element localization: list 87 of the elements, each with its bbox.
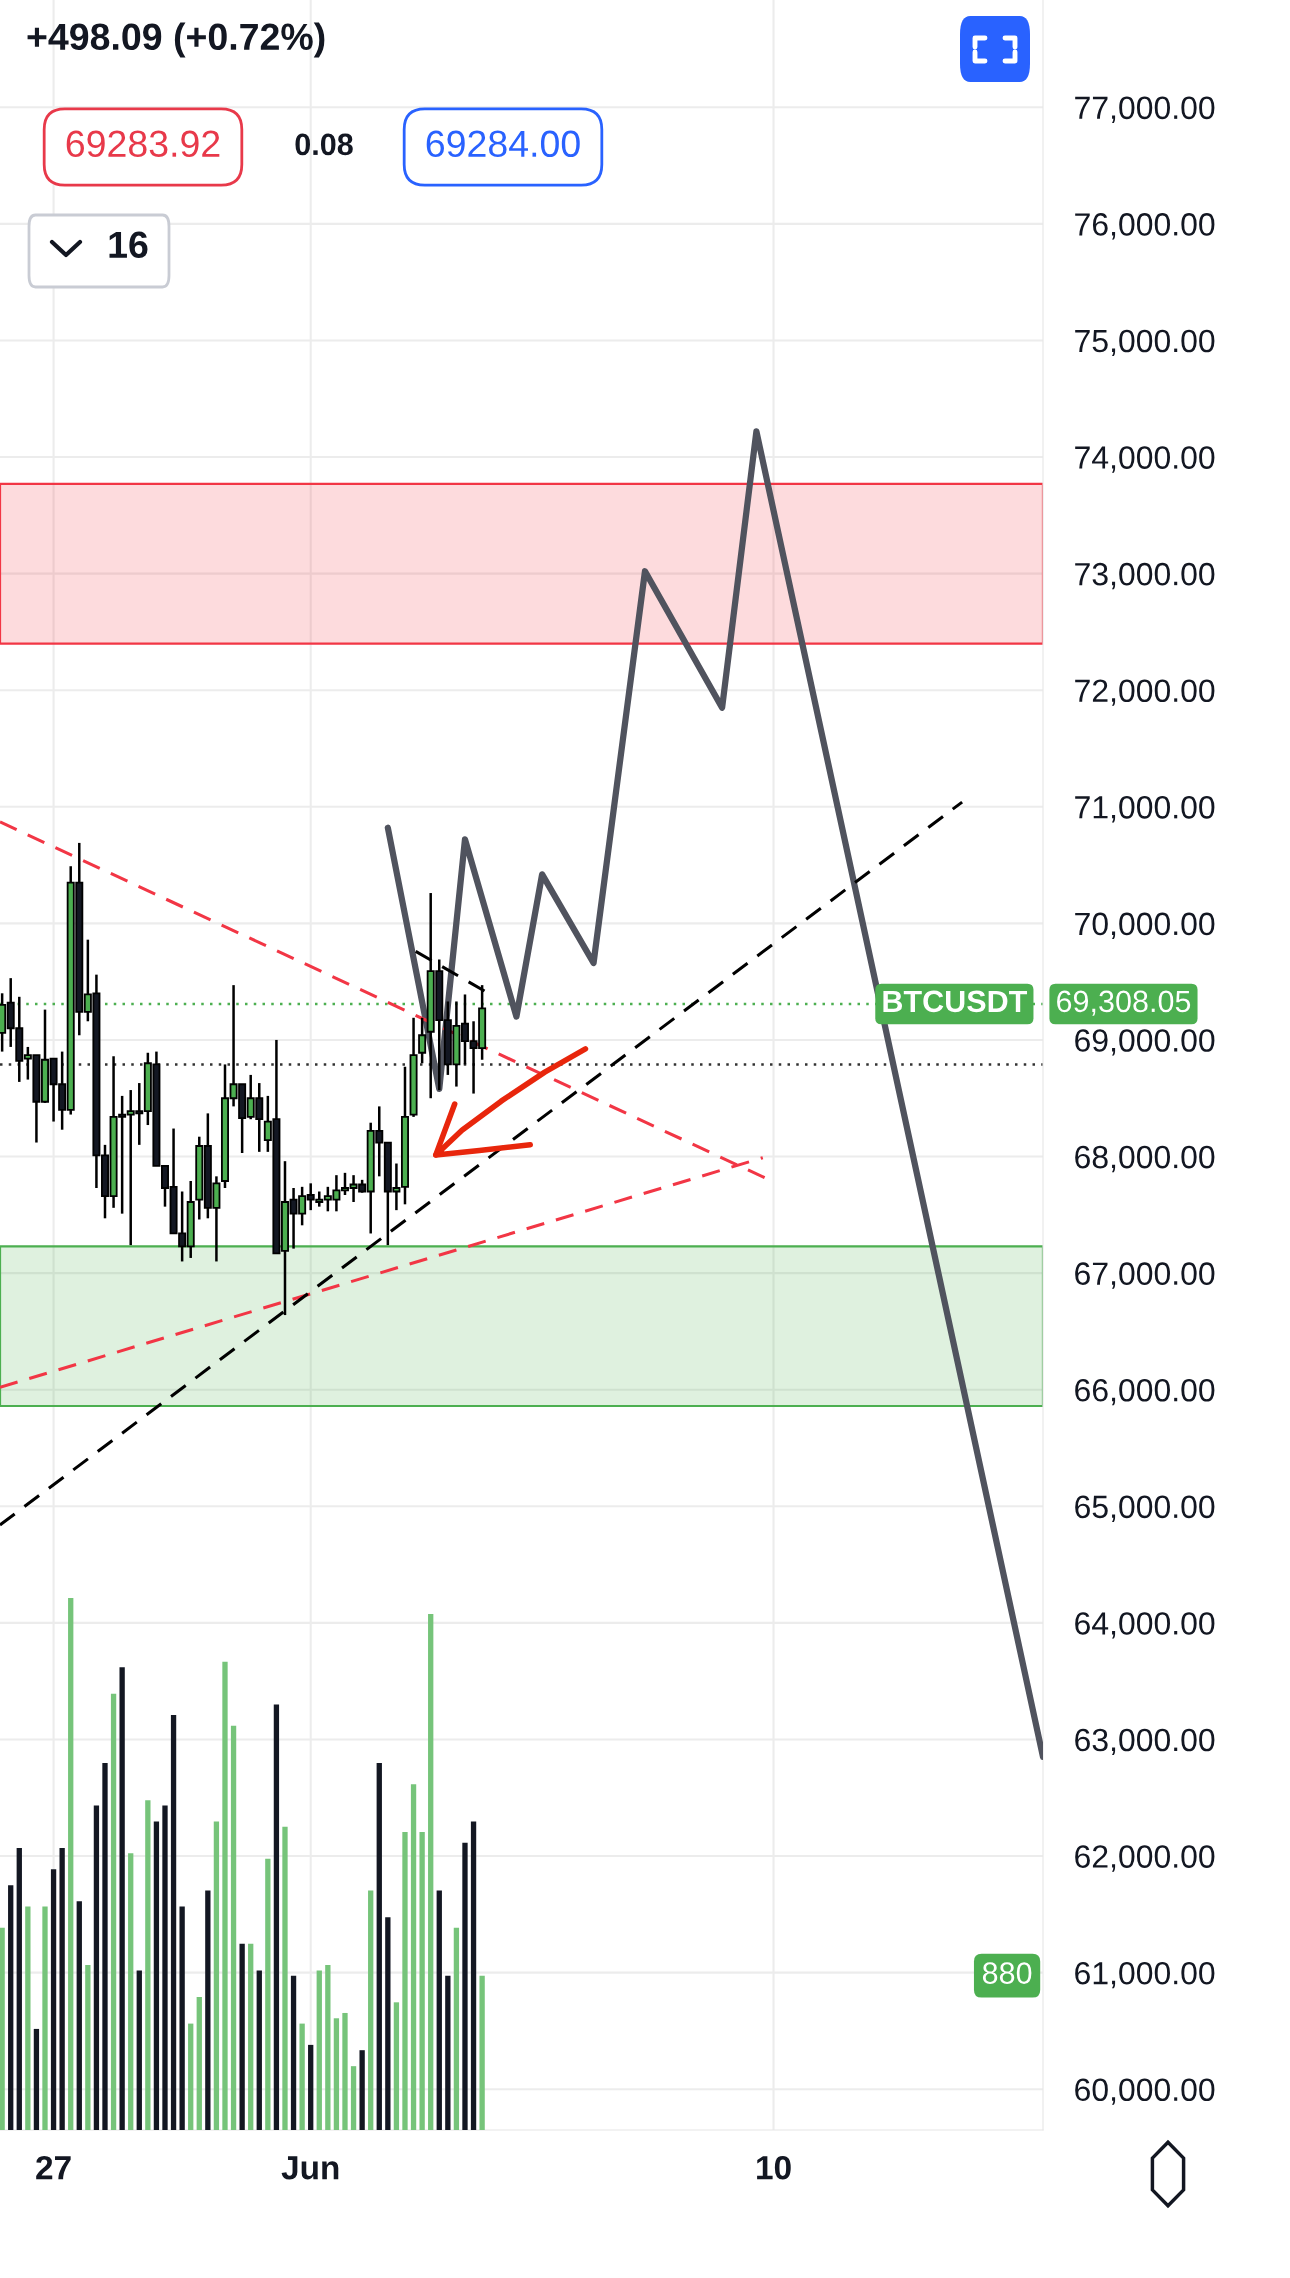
y-tick-label: 61,000.00	[1075, 1961, 1215, 1989]
y-tick-label: 72,000.00	[1075, 679, 1215, 706]
bar	[445, 1975, 451, 2130]
x-tick-label: 27	[36, 2155, 71, 2180]
bar	[162, 1805, 168, 2130]
bar	[402, 1832, 408, 2130]
bar	[325, 1965, 331, 2130]
bar	[93, 1805, 100, 2130]
bar	[419, 1832, 425, 2130]
y-tick-label: 69,000.00	[1075, 1029, 1215, 1056]
bar	[16, 1848, 22, 2130]
y-tick-label: 74,000.00	[1075, 446, 1215, 473]
bar	[316, 1970, 322, 2130]
bar	[42, 1906, 48, 2130]
y-tick-label: 68,000.00	[1075, 1145, 1215, 1173]
bar	[470, 1821, 477, 2130]
text: 69,308.05	[1057, 990, 1191, 1016]
bar	[76, 1901, 82, 2130]
annotation: 69284.00	[426, 130, 580, 158]
bar	[50, 1869, 57, 2130]
ref-line-label: BTCUSDT	[883, 990, 1028, 1013]
bar	[68, 1598, 74, 2130]
y-tick-label: 66,000.00	[1075, 1378, 1215, 1406]
bar	[110, 1693, 117, 2130]
bar	[205, 1890, 211, 2130]
bar	[342, 2012, 348, 2130]
bar	[376, 1762, 382, 2130]
bar	[8, 1885, 14, 2130]
x-tick-label: Jun	[281, 2156, 339, 2180]
bar	[0, 1927, 5, 2130]
y-tick-label: 65,000.00	[1075, 1495, 1215, 1522]
y-tick-label: 67,000.00	[1075, 1262, 1215, 1289]
bar	[436, 1890, 442, 2130]
bar	[179, 1906, 185, 2130]
bar	[308, 2044, 314, 2130]
y-tick-label: 60,000.00	[1075, 2078, 1215, 2105]
bar	[213, 1821, 220, 2130]
annotation: 0.08	[295, 133, 353, 156]
y-tick-label: 73,000.00	[1075, 562, 1215, 590]
bar	[273, 1704, 280, 2130]
annotation: +498.09 (+0.72%)	[27, 22, 325, 58]
bar	[153, 1821, 160, 2130]
bar	[393, 2002, 400, 2130]
bar	[428, 1613, 434, 2130]
bar	[170, 1715, 177, 2130]
bar	[265, 1858, 271, 2130]
bar	[368, 1890, 374, 2130]
bar	[256, 1970, 262, 2130]
bar	[119, 1667, 125, 2130]
bar	[282, 1826, 288, 2130]
candlestick	[418, 1016, 427, 1065]
y-tick-label: 71,000.00	[1075, 796, 1215, 823]
bar	[462, 1842, 468, 2130]
bar	[196, 1997, 202, 2130]
bar	[248, 1943, 254, 2130]
bar	[128, 1853, 134, 2130]
bar	[290, 1975, 297, 2130]
bar	[145, 1800, 151, 2130]
bar	[239, 1943, 245, 2130]
bar	[359, 2050, 365, 2130]
y-tick-label: 64,000.00	[1075, 1612, 1215, 1639]
annotation: 69283.92	[66, 130, 220, 158]
y-tick-label: 62,000.00	[1075, 1845, 1215, 1872]
bar	[350, 2066, 357, 2130]
bar	[33, 2028, 40, 2130]
y-tick-label: 77,000.00	[1075, 96, 1215, 123]
annotation: 16	[109, 231, 148, 259]
bar	[453, 1927, 460, 2130]
bar	[230, 1725, 237, 2130]
y-tick-label: 76,000.00	[1075, 213, 1215, 240]
x-tick-label: 10	[757, 2155, 791, 2180]
bar	[222, 1661, 228, 2130]
annotation: 880	[982, 1962, 1032, 1984]
y-tick-label: 63,000.00	[1075, 1728, 1215, 1756]
bar	[479, 1975, 485, 2130]
bar	[188, 2023, 194, 2130]
bar	[333, 2018, 340, 2130]
bar	[102, 1762, 108, 2130]
bar	[299, 2023, 305, 2130]
bar	[25, 1906, 31, 2130]
bar	[385, 1917, 391, 2130]
bar	[59, 1848, 65, 2130]
bar	[410, 1784, 417, 2130]
bar	[85, 1965, 91, 2130]
bar	[136, 1970, 142, 2130]
y-tick-label: 70,000.00	[1075, 912, 1215, 940]
y-tick-label: 75,000.00	[1075, 329, 1215, 357]
